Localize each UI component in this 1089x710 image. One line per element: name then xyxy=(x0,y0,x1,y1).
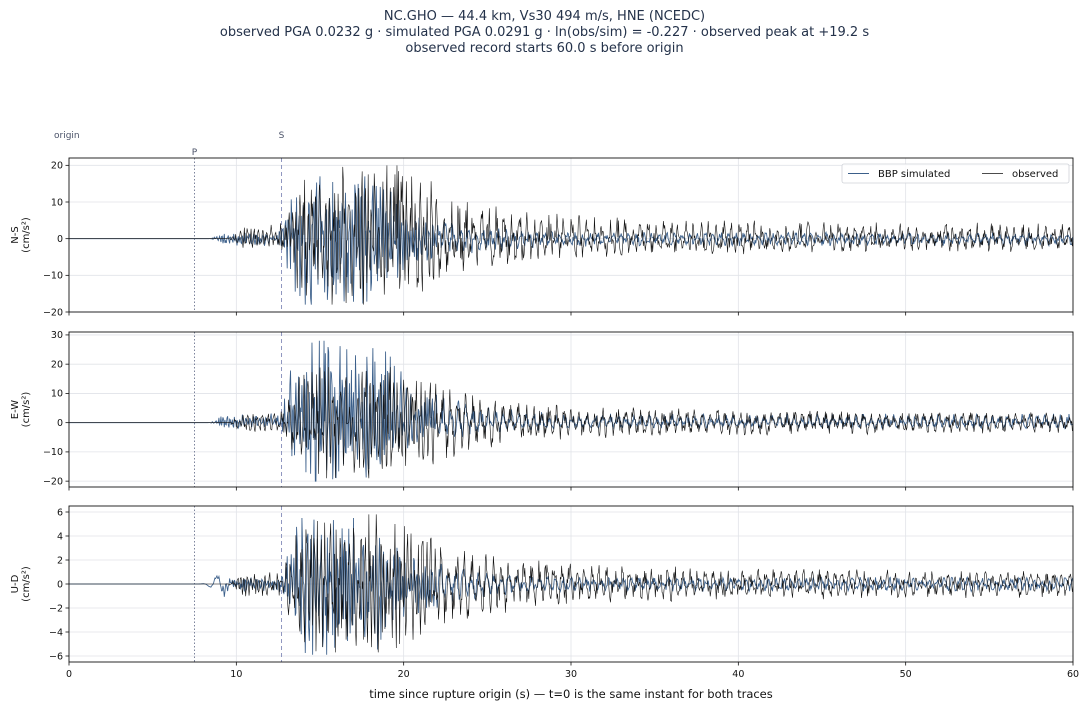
y-tick-label: 4 xyxy=(57,531,63,542)
y-axis-label-ud: U-D xyxy=(10,574,21,593)
y-tick-label: −20 xyxy=(43,476,63,487)
x-axis-label: time since rupture origin (s) — t=0 is t… xyxy=(369,687,773,701)
y-tick-label: −2 xyxy=(49,603,63,614)
series-line-observed-ud xyxy=(69,514,1074,653)
x-tick-label: 30 xyxy=(565,669,577,680)
y-tick-label: −10 xyxy=(43,271,63,282)
y-tick-label: 10 xyxy=(51,389,63,400)
y-axis-label-ns: N-S xyxy=(10,226,21,243)
chart-title-line-1: NC.GHO — 44.4 km, Vs30 494 m/s, HNE (NCE… xyxy=(383,9,706,24)
y-tick-label: −20 xyxy=(43,307,63,318)
series-line-simulated-ud xyxy=(69,517,1074,655)
phase-label-s: S xyxy=(279,131,285,141)
x-tick-label: 40 xyxy=(732,669,744,680)
y-tick-label: 0 xyxy=(57,579,63,590)
y-tick-label: −10 xyxy=(43,447,63,458)
series-line-observed-ew xyxy=(69,367,1074,479)
y-tick-label: 20 xyxy=(51,359,63,370)
legend-label-observed: observed xyxy=(1012,169,1058,180)
phase-label-p: P xyxy=(192,148,198,158)
phase-label-origin: origin xyxy=(54,131,80,141)
y-tick-label: 2 xyxy=(57,555,63,566)
y-tick-label: −4 xyxy=(49,627,63,638)
y-tick-label: 0 xyxy=(57,418,63,429)
x-tick-label: 0 xyxy=(66,669,72,680)
y-tick-label: 6 xyxy=(57,507,63,518)
chart-title-line-2: observed PGA 0.0232 g · simulated PGA 0.… xyxy=(219,25,870,40)
chart-title-line-3: observed record starts 60.0 s before ori… xyxy=(405,41,684,56)
x-tick-label: 10 xyxy=(230,669,242,680)
y-axis-label-ud: (cm/s²) xyxy=(21,566,32,602)
y-tick-label: 0 xyxy=(57,234,63,245)
y-tick-label: 30 xyxy=(51,330,63,341)
series-line-observed-ns xyxy=(69,165,1074,305)
y-tick-label: 10 xyxy=(51,197,63,208)
y-axis-label-ns: (cm/s²) xyxy=(21,217,32,253)
y-tick-label: 20 xyxy=(51,161,63,172)
y-tick-label: −6 xyxy=(49,651,63,662)
legend-box xyxy=(841,163,1070,184)
y-axis-label-ew: E-W xyxy=(10,400,21,420)
y-axis-label-ew: (cm/s²) xyxy=(21,392,32,428)
x-tick-label: 60 xyxy=(1067,669,1079,680)
x-tick-label: 50 xyxy=(900,669,912,680)
x-tick-label: 20 xyxy=(398,669,410,680)
legend-label-simulated: BBP simulated xyxy=(878,169,950,180)
series-line-simulated-ew xyxy=(69,340,1074,482)
